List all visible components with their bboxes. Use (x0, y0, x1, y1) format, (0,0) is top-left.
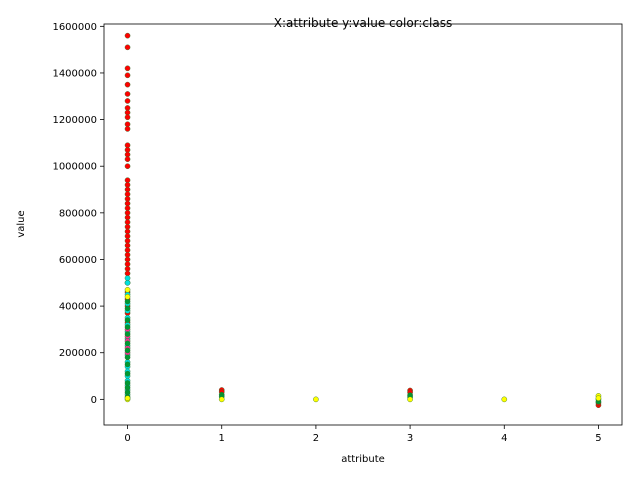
data-point (124, 65, 131, 72)
data-point (124, 151, 131, 158)
x-tick-label: 4 (501, 433, 507, 444)
data-point (124, 324, 131, 330)
data-point (124, 275, 131, 281)
data-point (124, 142, 131, 149)
data-point (124, 121, 131, 128)
data-point (313, 396, 319, 403)
data-point (124, 163, 131, 170)
data-point (124, 105, 131, 111)
y-tick-label: 1200000 (52, 115, 97, 126)
y-axis: 0 200000 400000 600000 800000 1000000 1200000 1… (52, 22, 104, 406)
data-point (124, 384, 131, 391)
data-point (124, 219, 131, 225)
x-tick-label: 3 (407, 433, 413, 444)
data-point (124, 247, 131, 253)
data-point (124, 72, 131, 79)
y-tick-label: 200000 (59, 348, 97, 359)
data-point (124, 389, 131, 396)
data-point (124, 380, 131, 386)
data-point (124, 286, 131, 293)
data-point (124, 395, 131, 401)
data-point (124, 196, 131, 202)
data-point (124, 256, 131, 263)
y-tick-label: 400000 (59, 302, 97, 313)
data-point (124, 370, 131, 377)
data-point (124, 126, 131, 132)
data-point (124, 210, 131, 216)
data-point (124, 182, 131, 188)
y-tick-label: 1400000 (52, 68, 97, 79)
data-point (124, 331, 131, 337)
y-tick-label: 800000 (59, 208, 97, 219)
y-tick-label: 1600000 (52, 22, 97, 33)
data-point (124, 228, 131, 235)
y-tick-label: 600000 (59, 255, 97, 266)
points-layer (124, 32, 602, 408)
data-point (124, 191, 131, 197)
data-point (124, 98, 131, 104)
y-tick-label: 1000000 (52, 162, 97, 173)
data-point (124, 354, 131, 361)
data-point (124, 347, 131, 354)
data-point (124, 224, 131, 230)
x-tick-label: 1 (219, 433, 225, 444)
data-point (124, 147, 131, 153)
data-point (124, 361, 131, 368)
data-point (124, 186, 131, 193)
x-tick-label: 5 (595, 433, 601, 444)
x-axis-label: attribute (341, 454, 385, 465)
data-point (124, 200, 131, 207)
data-point (124, 293, 131, 300)
data-point (407, 396, 413, 403)
data-point (124, 242, 131, 249)
data-point (124, 91, 131, 97)
x-tick-label: 2 (313, 433, 319, 444)
data-point (124, 156, 131, 163)
x-tick-label: 0 (124, 433, 130, 444)
data-point (124, 340, 131, 347)
data-point (124, 32, 131, 39)
data-point (124, 114, 131, 121)
data-point (124, 270, 131, 277)
data-point (124, 233, 131, 239)
data-point (124, 279, 131, 286)
data-point (595, 395, 602, 401)
data-point (218, 396, 225, 403)
data-point (124, 298, 131, 305)
data-point (124, 305, 131, 312)
data-point (124, 81, 131, 88)
data-point (124, 44, 131, 51)
plot-frame (103, 23, 623, 426)
data-point (124, 177, 131, 184)
y-axis-label: value (16, 210, 27, 237)
data-point (124, 261, 131, 267)
data-point (124, 214, 131, 221)
x-axis: 0 1 2 3 4 5 (124, 425, 602, 444)
data-point (124, 265, 131, 272)
y-tick-label: 0 (91, 395, 97, 406)
data-point (124, 205, 131, 211)
data-point (124, 252, 131, 258)
data-point (124, 109, 131, 116)
data-point (124, 317, 131, 323)
data-point (124, 238, 131, 244)
data-point (501, 396, 508, 403)
chart-title: X:attribute y:value color:class (274, 16, 452, 30)
